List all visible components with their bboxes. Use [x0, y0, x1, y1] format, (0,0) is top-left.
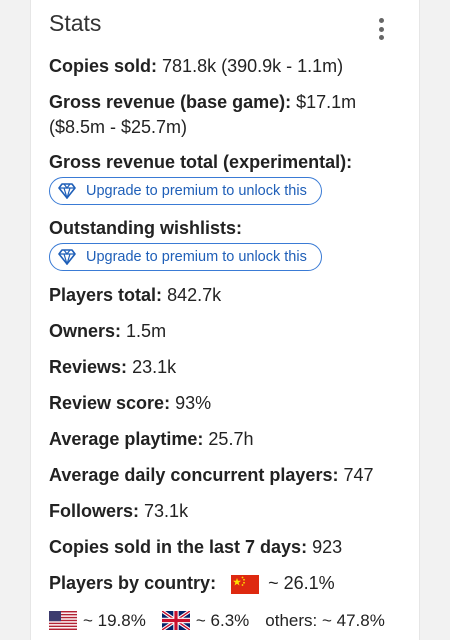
- stat-value: 747: [343, 465, 374, 485]
- stat-label: Owners:: [49, 321, 122, 341]
- upgrade-premium-button[interactable]: Upgrade to premium to unlock this: [49, 177, 322, 205]
- menu-dot: [378, 35, 384, 40]
- diamond-icon: [58, 249, 76, 265]
- country-list: ~ 19.8% ~ 6.3% others: ~ 47.8%: [49, 608, 409, 633]
- stat-followers: Followers: 73.1k: [49, 499, 409, 524]
- upgrade-premium-label: Upgrade to premium to unlock this: [86, 182, 307, 199]
- uk-flag-icon: [161, 611, 190, 630]
- stat-label: Players total:: [49, 285, 163, 305]
- stat-copies-sold: Copies sold: 781.8k (390.9k - 1.1m): [49, 54, 409, 79]
- stat-players-total: Players total: 842.7k: [49, 283, 409, 308]
- stat-label: Followers:: [49, 501, 140, 521]
- country-item: ~ 19.8%: [49, 608, 146, 633]
- country-share: ~ 26.1%: [268, 573, 335, 593]
- stat-copies-last-7-days: Copies sold in the last 7 days: 923: [49, 535, 409, 560]
- stat-label: Average daily concurrent players:: [49, 465, 339, 485]
- stat-average-playtime: Average playtime: 25.7h: [49, 427, 409, 452]
- stat-label: Gross revenue (base game):: [49, 92, 292, 112]
- stat-label: Players by country:: [49, 573, 217, 593]
- country-share-others: others: ~ 47.8%: [265, 611, 385, 630]
- stat-average-concurrent: Average daily concurrent players: 747: [49, 463, 409, 488]
- stat-owners: Owners: 1.5m: [49, 319, 409, 344]
- stat-gross-revenue-total: Gross revenue total (experimental): Upgr…: [49, 151, 409, 206]
- stat-outstanding-wishlists: Outstanding wishlists: Upgrade to premiu…: [49, 217, 409, 272]
- stat-label: Copies sold:: [49, 56, 158, 76]
- upgrade-premium-button[interactable]: Upgrade to premium to unlock this: [49, 243, 322, 271]
- stat-value: 1.5m: [126, 321, 167, 341]
- stat-range: ($8.5m - $25.7m): [49, 117, 188, 137]
- stat-reviews: Reviews: 23.1k: [49, 355, 409, 380]
- diamond-icon: [58, 183, 76, 199]
- stat-label: Reviews:: [49, 357, 128, 377]
- stat-value: 842.7k: [167, 285, 222, 305]
- usa-flag-icon: [49, 611, 77, 630]
- more-options-icon[interactable]: [377, 18, 385, 40]
- stats-card: Stats Copies sold: 781.8k (390.9k - 1.1m…: [30, 0, 420, 640]
- stat-gross-revenue-base: Gross revenue (base game): $17.1m ($8.5m…: [49, 90, 409, 140]
- card-title: Stats: [49, 10, 102, 36]
- stat-value: 93%: [175, 393, 212, 413]
- stats-list: Copies sold: 781.8k (390.9k - 1.1m) Gros…: [49, 54, 409, 633]
- stat-value: 781.8k (390.9k - 1.1m): [162, 56, 344, 76]
- stat-label: Review score:: [49, 393, 171, 413]
- country-item-others: others: ~ 47.8%: [265, 608, 385, 633]
- upgrade-premium-label: Upgrade to premium to unlock this: [86, 248, 307, 265]
- stat-players-by-country: Players by country: ~ 26.1%: [49, 571, 409, 633]
- stat-value: 25.7h: [208, 429, 254, 449]
- china-flag-icon: [231, 574, 260, 594]
- menu-dot: [378, 26, 384, 32]
- country-share: ~ 6.3%: [195, 611, 250, 630]
- country-share: ~ 19.8%: [83, 611, 146, 630]
- country-item: ~ 6.3%: [161, 608, 250, 633]
- stat-value: $17.1m: [296, 92, 357, 112]
- stat-label: Gross revenue total (experimental):: [49, 152, 353, 172]
- stat-value: 923: [312, 537, 343, 557]
- menu-dot: [378, 18, 384, 23]
- stat-label: Average playtime:: [49, 429, 204, 449]
- stat-label: Outstanding wishlists:: [49, 218, 243, 238]
- stat-label: Copies sold in the last 7 days:: [49, 537, 308, 557]
- stat-value: 73.1k: [144, 501, 189, 521]
- stat-review-score: Review score: 93%: [49, 391, 409, 416]
- stat-value: 23.1k: [132, 357, 177, 377]
